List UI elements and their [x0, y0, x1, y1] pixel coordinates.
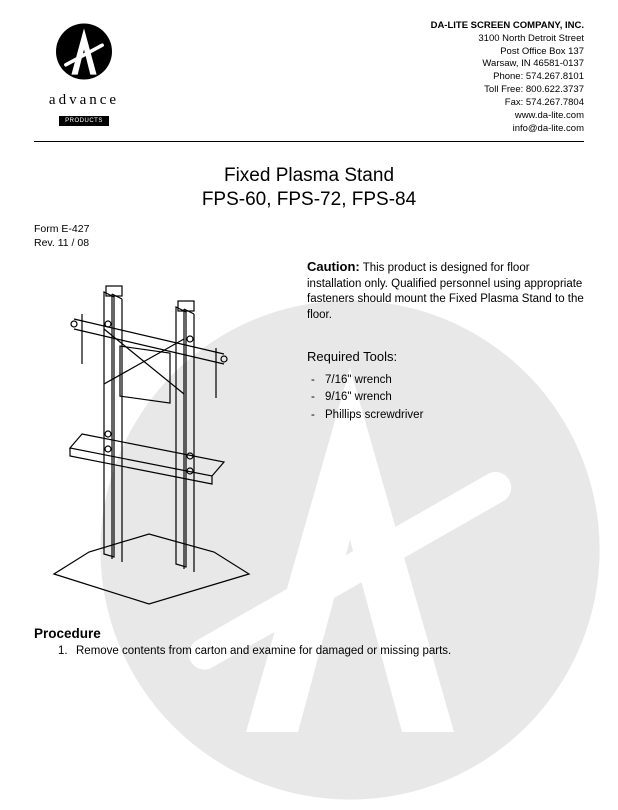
- procedure-section: Procedure 1.Remove contents from carton …: [34, 626, 584, 657]
- company-fax: Fax: 574.267.7804: [431, 97, 584, 110]
- company-addr2: Post Office Box 137: [431, 46, 584, 59]
- procedure-heading: Procedure: [34, 626, 584, 641]
- tools-list: -7/16" wrench -9/16" wrench -Phillips sc…: [307, 372, 584, 424]
- form-id: Form E-427: [34, 222, 584, 236]
- illustration-column: [34, 258, 289, 614]
- document-title: Fixed Plasma Stand FPS-60, FPS-72, FPS-8…: [34, 164, 584, 212]
- form-rev-block: Form E-427 Rev. 11 / 08: [34, 222, 584, 250]
- company-phone: Phone: 574.267.8101: [431, 71, 584, 84]
- brand-sub: PRODUCTS: [59, 116, 109, 126]
- company-info: DA-LITE SCREEN COMPANY, INC. 3100 North …: [431, 20, 584, 135]
- advance-logo-icon: [49, 20, 119, 90]
- tool-item: -Phillips screwdriver: [311, 407, 584, 424]
- logo-block: advance PRODUCTS: [34, 20, 134, 127]
- brand-name: advance: [34, 92, 134, 109]
- procedure-step: 1.Remove contents from carton and examin…: [34, 645, 584, 657]
- tool-item: -7/16" wrench: [311, 372, 584, 389]
- form-rev: Rev. 11 / 08: [34, 236, 584, 250]
- tool-item: -9/16" wrench: [311, 389, 584, 406]
- tool-text: 7/16" wrench: [325, 374, 392, 386]
- company-email: info@da-lite.com: [431, 123, 584, 136]
- text-column: Caution: This product is designed for fl…: [307, 258, 584, 614]
- step-text: Remove contents from carton and examine …: [76, 645, 451, 657]
- company-tollfree: Toll Free: 800.622.3737: [431, 84, 584, 97]
- page-header: advance PRODUCTS DA-LITE SCREEN COMPANY,…: [34, 20, 584, 142]
- step-num: 1.: [58, 645, 76, 657]
- company-web: www.da-lite.com: [431, 110, 584, 123]
- caution-label: Caution:: [307, 259, 360, 274]
- product-illustration: [34, 274, 264, 614]
- title-line1: Fixed Plasma Stand: [34, 164, 584, 188]
- caution-block: Caution: This product is designed for fl…: [307, 258, 584, 323]
- company-addr3: Warsaw, IN 46581-0137: [431, 58, 584, 71]
- company-addr1: 3100 North Detroit Street: [431, 33, 584, 46]
- title-line2: FPS-60, FPS-72, FPS-84: [34, 188, 584, 212]
- tool-text: Phillips screwdriver: [325, 409, 423, 421]
- company-name: DA-LITE SCREEN COMPANY, INC.: [431, 20, 584, 33]
- tools-heading: Required Tools:: [307, 349, 584, 364]
- tool-text: 9/16" wrench: [325, 391, 392, 403]
